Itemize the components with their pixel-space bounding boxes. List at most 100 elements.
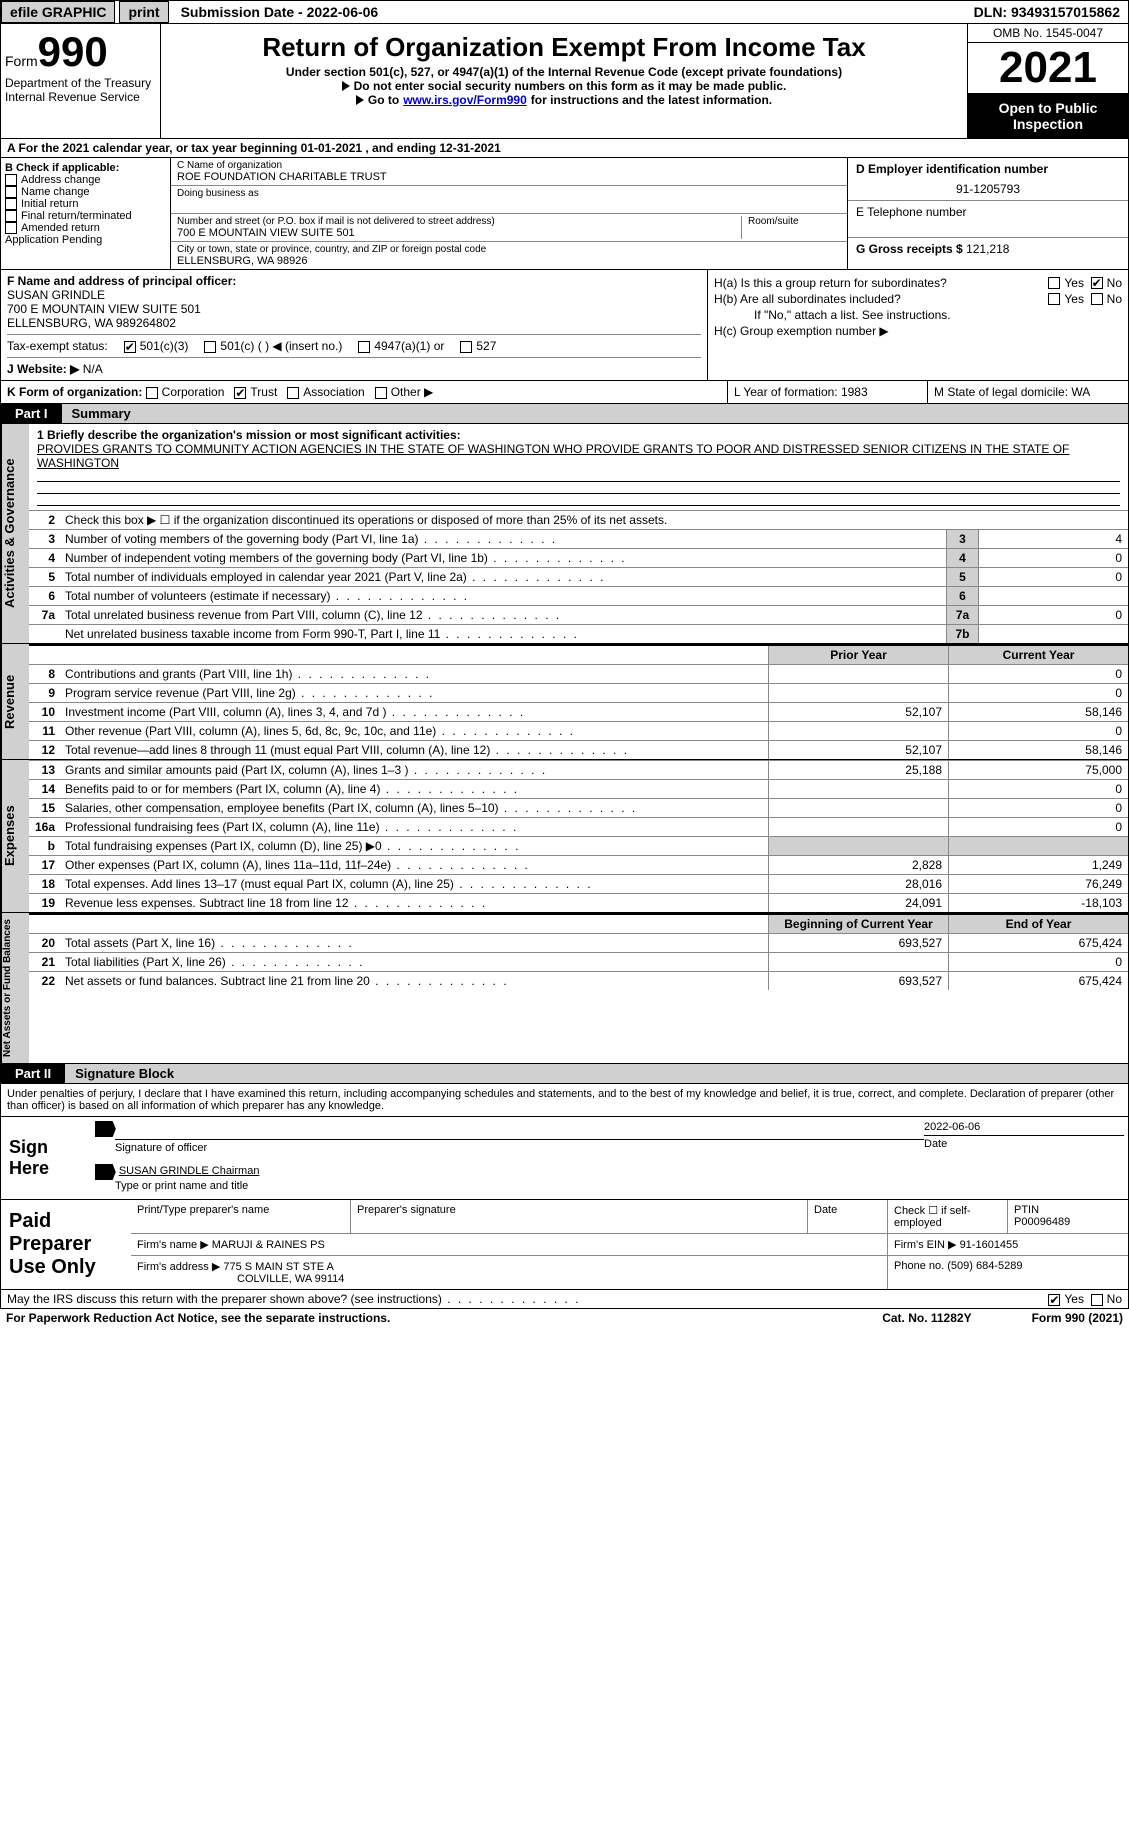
mission-label: 1 Briefly describe the organization's mi… bbox=[37, 428, 1120, 442]
vtab-revenue: Revenue bbox=[1, 644, 29, 759]
checkbox-ha-no[interactable] bbox=[1091, 277, 1103, 289]
checkbox-assoc[interactable] bbox=[287, 387, 299, 399]
checkbox-address-change[interactable] bbox=[5, 174, 17, 186]
line-5-val: 0 bbox=[978, 568, 1128, 586]
addr-label: Number and street (or P.O. box if mail i… bbox=[177, 216, 741, 227]
line-4-val: 0 bbox=[978, 549, 1128, 567]
tax-year: 2021 bbox=[968, 43, 1128, 94]
part-ii-tag: Part II bbox=[1, 1064, 65, 1083]
org-city: ELLENSBURG, WA 98926 bbox=[177, 255, 841, 267]
printed-name-label: Type or print name and title bbox=[115, 1180, 1124, 1192]
label-assoc: Association bbox=[303, 385, 364, 399]
section-fh: F Name and address of principal officer:… bbox=[0, 270, 1129, 381]
officer-addr2: ELLENSBURG, WA 989264802 bbox=[7, 316, 701, 330]
checkbox-discuss-yes[interactable] bbox=[1048, 1294, 1060, 1306]
checkbox-name-change[interactable] bbox=[5, 186, 17, 198]
checkbox-other[interactable] bbox=[375, 387, 387, 399]
ptin-label: PTIN bbox=[1014, 1204, 1122, 1216]
table-row: 17Other expenses (Part IX, column (A), l… bbox=[29, 855, 1128, 874]
hc-label: H(c) Group exemption number ▶ bbox=[714, 324, 889, 338]
omb-number: OMB No. 1545-0047 bbox=[968, 24, 1128, 43]
mission-text: PROVIDES GRANTS TO COMMUNITY ACTION AGEN… bbox=[37, 442, 1120, 470]
telephone-label: E Telephone number bbox=[856, 205, 1120, 219]
irs-line: Internal Revenue Service bbox=[5, 90, 156, 104]
checkbox-ha-yes[interactable] bbox=[1048, 277, 1060, 289]
room-label: Room/suite bbox=[748, 216, 841, 227]
col-current-year: Current Year bbox=[948, 646, 1128, 664]
org-name: ROE FOUNDATION CHARITABLE TRUST bbox=[177, 171, 841, 183]
website-value: N/A bbox=[83, 362, 103, 376]
ha-label: H(a) Is this a group return for subordin… bbox=[714, 276, 1048, 290]
label-app-pending: Application Pending bbox=[5, 234, 102, 246]
label-527: 527 bbox=[476, 339, 496, 353]
officer-label: F Name and address of principal officer: bbox=[7, 274, 701, 288]
org-name-label: C Name of organization bbox=[177, 160, 841, 171]
checkbox-corp[interactable] bbox=[146, 387, 158, 399]
line-6-num: 6 bbox=[29, 587, 61, 605]
vtab-netassets: Net Assets or Fund Balances bbox=[1, 913, 29, 1063]
preparer-date-header: Date bbox=[808, 1200, 888, 1233]
subtitle-1: Under section 501(c), 527, or 4947(a)(1)… bbox=[167, 65, 961, 79]
line-7b-box: 7b bbox=[946, 625, 978, 643]
checkbox-527[interactable] bbox=[460, 341, 472, 353]
irs-link[interactable]: www.irs.gov/Form990 bbox=[403, 93, 527, 107]
discuss-question: May the IRS discuss this return with the… bbox=[7, 1292, 581, 1306]
table-row: 15Salaries, other compensation, employee… bbox=[29, 798, 1128, 817]
part-i-tag: Part I bbox=[1, 404, 62, 423]
signature-label: Signature of officer bbox=[115, 1142, 924, 1154]
officer-name: SUSAN GRINDLE bbox=[7, 288, 701, 302]
table-row: 8Contributions and grants (Part VIII, li… bbox=[29, 664, 1128, 683]
row-klm: K Form of organization: Corporation Trus… bbox=[0, 381, 1129, 404]
checkbox-4947[interactable] bbox=[358, 341, 370, 353]
checkbox-final-return[interactable] bbox=[5, 210, 17, 222]
line-3-box: 3 bbox=[946, 530, 978, 548]
part-i-header: Part I Summary bbox=[0, 404, 1129, 424]
label-amended: Amended return bbox=[21, 222, 100, 234]
checkbox-amended[interactable] bbox=[5, 222, 17, 234]
line-7a-val: 0 bbox=[978, 606, 1128, 624]
table-row: 19Revenue less expenses. Subtract line 1… bbox=[29, 893, 1128, 912]
vtab-activities: Activities & Governance bbox=[1, 424, 29, 643]
label-trust: Trust bbox=[250, 385, 277, 399]
col-h: H(a) Is this a group return for subordin… bbox=[708, 270, 1128, 380]
col-end-year: End of Year bbox=[948, 915, 1128, 933]
table-row: 11Other revenue (Part VIII, column (A), … bbox=[29, 721, 1128, 740]
checkbox-501c[interactable] bbox=[204, 341, 216, 353]
form-990: 990 bbox=[38, 28, 108, 75]
firm-name-label: Firm's name ▶ bbox=[137, 1239, 209, 1251]
netassets-section: Net Assets or Fund Balances Beginning of… bbox=[0, 913, 1129, 1064]
subtitle-2: Do not enter social security numbers on … bbox=[354, 79, 787, 93]
section-bcd: B Check if applicable: Address change Na… bbox=[0, 158, 1129, 270]
checkbox-discuss-no[interactable] bbox=[1091, 1294, 1103, 1306]
table-row: 21Total liabilities (Part X, line 26)0 bbox=[29, 952, 1128, 971]
firm-name: MARUJI & RAINES PS bbox=[212, 1239, 325, 1251]
label-corp: Corporation bbox=[162, 385, 225, 399]
checkbox-hb-yes[interactable] bbox=[1048, 293, 1060, 305]
ein-label: D Employer identification number bbox=[856, 162, 1120, 176]
sign-date: 2022-06-06 bbox=[924, 1121, 1124, 1133]
col-d: D Employer identification number 91-1205… bbox=[848, 158, 1128, 269]
top-bar: efile GRAPHIC print Submission Date - 20… bbox=[0, 0, 1129, 24]
col-f: F Name and address of principal officer:… bbox=[1, 270, 708, 380]
firm-city: COLVILLE, WA 99114 bbox=[237, 1273, 881, 1285]
line-7b-desc: Net unrelated business taxable income fr… bbox=[61, 625, 946, 643]
table-row: 22Net assets or fund balances. Subtract … bbox=[29, 971, 1128, 990]
checkbox-501c3[interactable] bbox=[124, 341, 136, 353]
preparer-self-header: Check ☐ if self-employed bbox=[888, 1200, 1008, 1233]
ein: 91-1205793 bbox=[856, 176, 1120, 196]
line-6-val bbox=[978, 587, 1128, 605]
checkbox-initial-return[interactable] bbox=[5, 198, 17, 210]
line-6-desc: Total number of volunteers (estimate if … bbox=[61, 587, 946, 605]
table-row: 20Total assets (Part X, line 16)693,5276… bbox=[29, 933, 1128, 952]
checkbox-hb-no[interactable] bbox=[1091, 293, 1103, 305]
col-b-checkboxes: B Check if applicable: Address change Na… bbox=[1, 158, 171, 269]
gross-receipts: 121,218 bbox=[966, 242, 1009, 256]
efile-button[interactable]: efile GRAPHIC bbox=[1, 1, 115, 23]
triangle-icon bbox=[342, 81, 350, 91]
phone-label: Phone no. bbox=[894, 1260, 944, 1272]
print-button[interactable]: print bbox=[119, 1, 168, 23]
checkbox-trust[interactable] bbox=[234, 387, 246, 399]
officer-printed-name: SUSAN GRINDLE Chairman bbox=[119, 1165, 260, 1177]
penalty-statement: Under penalties of perjury, I declare th… bbox=[0, 1084, 1129, 1117]
label-4947: 4947(a)(1) or bbox=[374, 339, 444, 353]
